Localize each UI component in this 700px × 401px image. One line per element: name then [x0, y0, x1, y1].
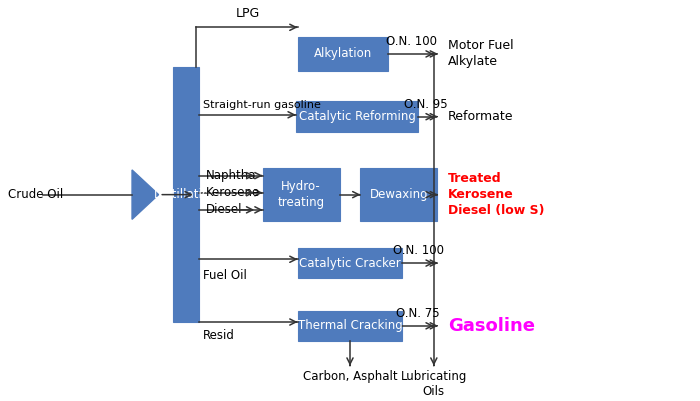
FancyBboxPatch shape — [296, 101, 418, 132]
Text: Gasoline: Gasoline — [448, 317, 535, 335]
Text: Catalytic Cracker: Catalytic Cracker — [299, 257, 401, 269]
Text: Kerosene: Kerosene — [206, 186, 260, 199]
Text: Motor Fuel
Alkylate: Motor Fuel Alkylate — [448, 39, 513, 69]
Text: O.N. 75: O.N. 75 — [396, 307, 440, 320]
Text: O.N. 100: O.N. 100 — [393, 244, 444, 257]
Text: Crude Oil: Crude Oil — [8, 188, 63, 201]
Text: Alkylation: Alkylation — [314, 47, 372, 61]
Text: Distillation: Distillation — [154, 188, 218, 201]
FancyBboxPatch shape — [262, 168, 340, 221]
Text: O.N. 100: O.N. 100 — [386, 35, 437, 48]
Text: O.N. 95: O.N. 95 — [404, 98, 448, 111]
Text: Carbon, Asphalt: Carbon, Asphalt — [302, 370, 398, 383]
FancyBboxPatch shape — [173, 67, 199, 322]
Text: Catalytic Reforming: Catalytic Reforming — [298, 110, 415, 123]
Text: Treated
Kerosene
Diesel (low S): Treated Kerosene Diesel (low S) — [448, 172, 545, 217]
Text: Diesel: Diesel — [206, 203, 243, 216]
Text: Naphtha: Naphtha — [206, 169, 257, 182]
FancyBboxPatch shape — [298, 37, 389, 71]
Text: Fuel Oil: Fuel Oil — [202, 269, 246, 282]
Text: LPG: LPG — [236, 7, 260, 20]
Text: Reformate: Reformate — [448, 110, 513, 123]
FancyBboxPatch shape — [298, 248, 402, 278]
Text: Straight-run gasoline: Straight-run gasoline — [202, 100, 321, 110]
Polygon shape — [132, 170, 159, 219]
FancyBboxPatch shape — [298, 311, 402, 341]
FancyBboxPatch shape — [360, 168, 438, 221]
Text: Dewaxing: Dewaxing — [370, 188, 428, 201]
Text: Lubricating
Oils: Lubricating Oils — [400, 370, 467, 398]
Text: Resid: Resid — [202, 329, 234, 342]
Text: Thermal Cracking: Thermal Cracking — [298, 319, 402, 332]
Text: Hydro-
treating: Hydro- treating — [277, 180, 325, 209]
